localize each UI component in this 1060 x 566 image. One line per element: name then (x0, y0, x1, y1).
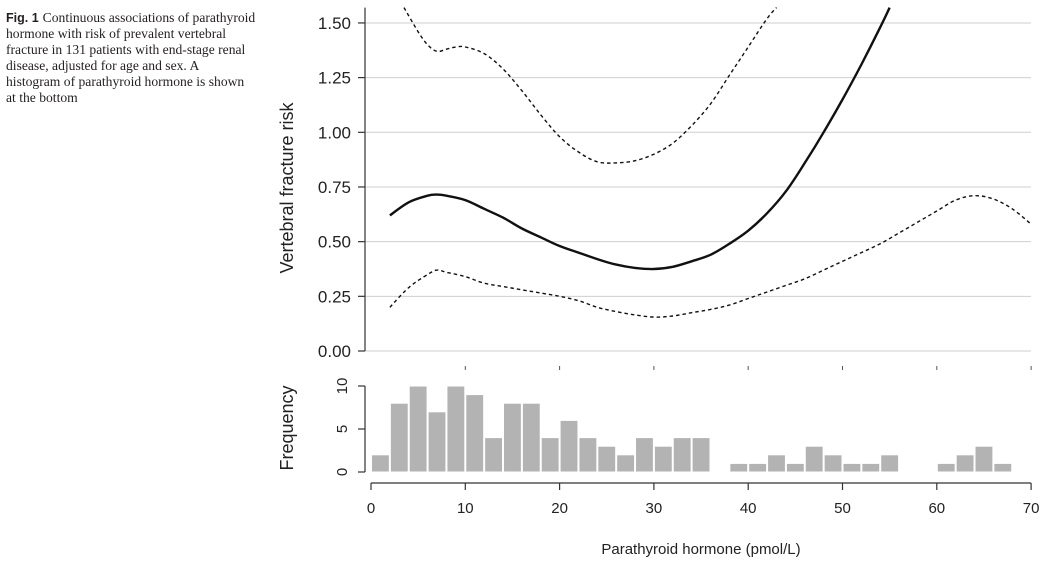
upper-ci-line (403, 7, 778, 164)
histogram-bar (842, 462, 862, 473)
x-tick-label: 40 (740, 500, 757, 517)
histogram-bar (748, 462, 768, 473)
histogram-bar (993, 462, 1013, 473)
risk-y-axis-label: Vertebral fracture risk (277, 101, 297, 273)
figure-label: Fig. 1 (6, 11, 39, 25)
risk-y-tick-label: 0.25 (318, 287, 351, 306)
histogram-bar (785, 462, 805, 473)
x-tick-label: 0 (367, 500, 375, 517)
histogram-bar (635, 437, 654, 473)
histogram-bar (446, 385, 466, 473)
histogram-bar (427, 411, 447, 473)
histogram-bar (484, 437, 504, 473)
risk-y-tick-label: 1.25 (318, 69, 351, 88)
x-tick-label: 30 (646, 500, 663, 517)
histogram-y-axis: 0 5 10 (334, 378, 366, 476)
histogram-bar (804, 445, 824, 473)
histogram-bar (408, 385, 428, 473)
histogram-bar (521, 402, 541, 473)
histogram-bar (729, 462, 749, 473)
histogram-bar (823, 454, 843, 473)
risk-y-axis: 0.00 0.25 0.50 0.75 1.00 1.25 1.50 (318, 7, 366, 361)
histogram-bar (691, 437, 711, 473)
histogram-bar (465, 394, 485, 473)
histogram-bar (389, 402, 409, 473)
histogram-bar (653, 445, 673, 473)
histogram-bars (371, 385, 1013, 473)
risk-estimate-line (389, 7, 891, 271)
risk-y-tick-label: 1.00 (318, 123, 351, 142)
histogram-bar (767, 454, 786, 473)
caption-text: Continuous associations of parathyroid h… (6, 10, 256, 105)
lower-ci-line (389, 194, 1032, 318)
histogram-bar (616, 454, 636, 473)
histogram-bar (955, 454, 975, 473)
histogram-bar (540, 437, 560, 473)
histogram-y-axis-label: Frequency (277, 385, 297, 470)
risk-grid (365, 22, 1032, 370)
histogram-y-tick-label: 5 (334, 425, 351, 433)
histogram-y-tick-label: 10 (334, 378, 351, 395)
x-tick-label: 50 (834, 500, 851, 517)
histogram-bar (880, 454, 900, 473)
histogram-bar (936, 462, 956, 473)
histogram-bar (597, 445, 617, 473)
x-tick-label: 10 (457, 500, 474, 517)
x-tick-label: 60 (928, 500, 945, 517)
risk-y-tick-label: 0.75 (318, 178, 351, 197)
x-axis-label: Parathyroid hormone (pmol/L) (601, 541, 800, 558)
x-tick-label: 20 (551, 500, 568, 517)
x-tick-label: 70 (1023, 500, 1040, 517)
histogram-bar (371, 454, 390, 473)
risk-y-tick-label: 1.50 (318, 14, 351, 33)
histogram-bar (861, 462, 881, 473)
risk-y-tick-label: 0.00 (318, 342, 351, 361)
histogram-bar (974, 445, 994, 473)
risk-lines (389, 7, 1032, 318)
histogram-y-tick-label: 0 (334, 468, 351, 476)
risk-y-tick-label: 0.50 (318, 233, 351, 252)
histogram-bar (503, 402, 522, 473)
histogram-bar (559, 419, 579, 473)
histogram-bar (578, 437, 598, 473)
histogram-bar (672, 437, 692, 473)
figure-caption: Fig. 1 Continuous associations of parathy… (6, 10, 256, 106)
x-axis: 0 10 20 30 40 50 60 70 (367, 482, 1040, 517)
